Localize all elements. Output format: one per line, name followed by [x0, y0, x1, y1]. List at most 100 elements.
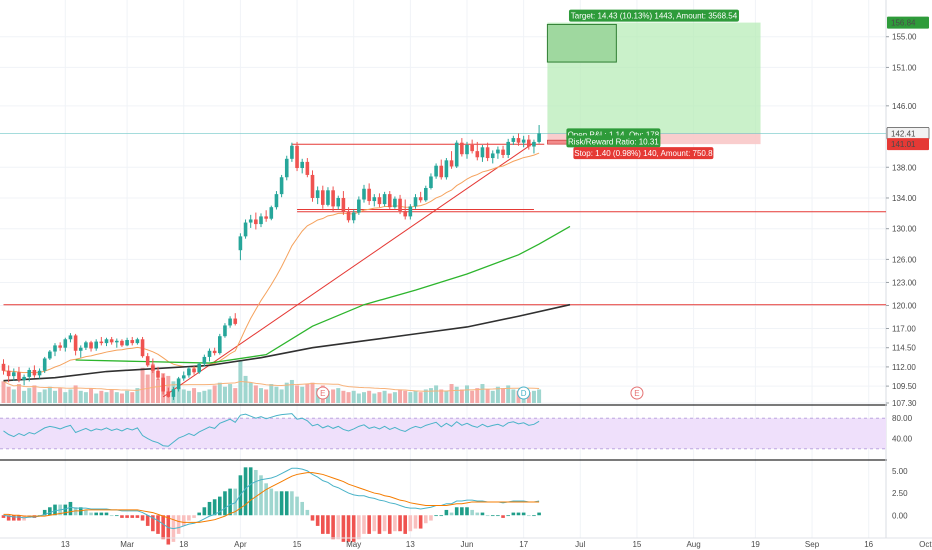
macd-histogram-bar: [336, 515, 341, 540]
volume-bar: [243, 375, 248, 403]
macd-histogram-bar: [346, 515, 351, 542]
macd-histogram-bar: [470, 509, 474, 516]
macd-histogram-bar: [521, 512, 526, 516]
volume-bar: [480, 384, 485, 403]
volume-bar: [16, 384, 21, 403]
time-tick-label: 15: [632, 540, 641, 549]
volume-bar: [449, 384, 454, 403]
volume-bar: [526, 392, 531, 403]
macd-histogram-bar: [248, 467, 253, 516]
volume-bar: [501, 388, 506, 403]
volume-bar: [274, 386, 279, 403]
volume-bar: [130, 392, 135, 403]
candle-body: [362, 188, 366, 200]
volume-bar: [531, 390, 536, 403]
ma-50-line: [75, 225, 571, 364]
candle-body: [115, 340, 119, 343]
macd-histogram-bar: [387, 515, 392, 534]
macd-histogram-bar: [537, 512, 541, 516]
macd-histogram-bar: [68, 501, 73, 516]
candle-body: [53, 345, 57, 352]
candle-body: [300, 161, 304, 169]
volume-bar: [392, 392, 397, 403]
volume-bar: [222, 386, 227, 403]
macd-histogram-bar: [511, 512, 516, 516]
macd-histogram-bar: [99, 512, 104, 516]
macd-histogram-bar: [516, 512, 521, 516]
event-badge-label: E: [320, 389, 325, 398]
candle-body: [161, 377, 165, 392]
position-zones[interactable]: [546, 22, 761, 145]
volume-bar: [459, 389, 464, 403]
candle-body: [135, 339, 140, 344]
candle-body: [413, 197, 418, 207]
candle-body: [99, 341, 104, 344]
candle-body: [418, 197, 423, 201]
macd-histogram-bar: [17, 515, 21, 521]
candle-body: [336, 197, 341, 207]
macd-histogram-bar: [527, 515, 531, 517]
volume-bar: [362, 392, 366, 403]
volume-bar: [99, 390, 104, 403]
volume-bar: [53, 390, 57, 403]
candle-body: [254, 219, 258, 225]
macd-histogram-bar: [331, 515, 335, 540]
macd-histogram-bar: [12, 515, 16, 521]
macd-histogram-bar: [284, 491, 289, 516]
open-pnl-label: Open P&L: 1.14, Qty: 178: [568, 130, 660, 139]
macd-histogram-bar: [264, 483, 268, 516]
macd-histogram-bar: [84, 509, 88, 516]
event-badge: [517, 386, 531, 400]
macd-histogram-bar: [367, 515, 371, 534]
macd-histogram-bar: [89, 512, 93, 516]
volume-bar: [63, 392, 68, 403]
volume-bar: [470, 390, 475, 403]
target-label: Target: 14.43 (10.13%) 1443, Amount: 356…: [571, 12, 738, 21]
time-tick-label: Apr: [234, 540, 247, 549]
macd-panel: [1, 467, 541, 545]
volume-bar: [259, 388, 263, 403]
volume-bar: [248, 382, 253, 403]
macd-histogram-bar: [130, 515, 135, 518]
candle-body: [506, 141, 510, 155]
axis-tick-label: 126.00: [892, 255, 917, 264]
volume-bar: [382, 390, 387, 403]
macd-histogram-bar: [310, 515, 315, 521]
target-price-label-bg: [887, 16, 929, 29]
macd-histogram-bar: [115, 515, 119, 517]
macd-histogram-bar: [145, 515, 150, 526]
candle-body: [341, 197, 346, 212]
macd-histogram-bar: [269, 488, 274, 516]
candle-body: [27, 369, 32, 377]
macd-histogram-bar: [475, 512, 480, 516]
volume-bar: [37, 392, 42, 403]
candle-body: [109, 339, 114, 343]
volume-bar: [11, 389, 16, 403]
candle-body: [223, 325, 227, 337]
macd-histogram-bar: [357, 515, 361, 540]
candle-body: [475, 151, 480, 158]
macd-histogram-bar: [6, 515, 11, 521]
candle-body: [233, 318, 238, 324]
macd-histogram-bar: [429, 515, 433, 521]
macd-histogram-bar: [156, 515, 160, 534]
volume-average-line: [3, 380, 540, 392]
stop-price-label: 141.01: [891, 140, 916, 149]
macd-histogram-bar: [94, 512, 98, 516]
candle-body: [42, 358, 47, 371]
candle-body: [382, 194, 387, 205]
candle-body: [454, 142, 459, 167]
volume-bar: [310, 382, 315, 403]
macd-histogram-bar: [321, 515, 325, 534]
candle-body: [516, 138, 521, 143]
candle-body: [94, 341, 98, 349]
candle-body: [521, 139, 526, 143]
candle-body: [1, 363, 6, 371]
volume-bar: [89, 388, 94, 403]
volume-bar: [135, 388, 140, 403]
volume-bar: [233, 388, 238, 403]
candle-body: [326, 190, 330, 205]
volume-bar: [418, 392, 423, 403]
volume-bar: [58, 388, 63, 403]
